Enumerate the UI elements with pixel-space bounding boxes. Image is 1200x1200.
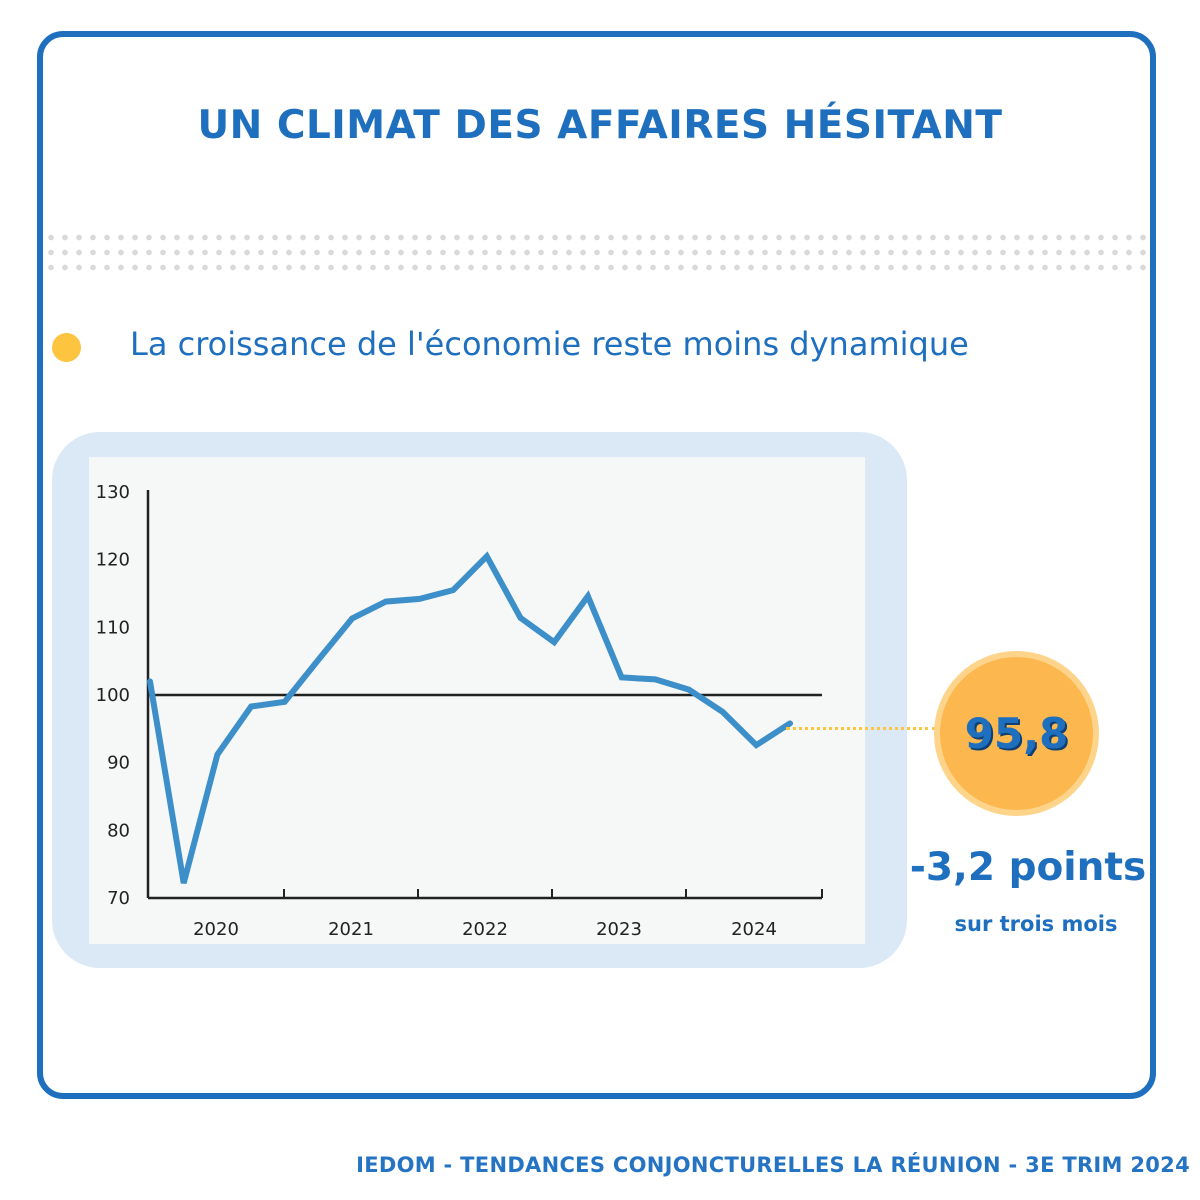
x-tick-label: 2024 [731, 919, 777, 940]
kpi-value: 95,8 [964, 709, 1069, 758]
x-tick-label: 2022 [462, 919, 508, 940]
chart-plot-background [89, 457, 865, 944]
value-connector-line [786, 727, 936, 730]
kpi-badge: 95,8 [934, 651, 1099, 816]
y-tick-label: 80 [107, 820, 130, 841]
footer-source: IEDOM - TENDANCES CONJONCTURELLES LA RÉU… [356, 1153, 1190, 1177]
business-climate-chart: 70 80 90 100 110 120 130 2020 2021 2022 2023 2024 [96, 482, 823, 940]
y-tick-label: 130 [96, 482, 130, 503]
y-tick-label: 70 [107, 888, 130, 909]
page-title: UN CLIMAT DES AFFAIRES HÉSITANT [197, 103, 1003, 148]
dotted-divider [44, 230, 1148, 272]
kpi-delta: -3,2 points [909, 845, 1147, 890]
y-tick-label: 100 [96, 685, 130, 706]
y-tick-label: 120 [96, 550, 130, 571]
x-tick-label: 2020 [193, 919, 239, 940]
y-tick-label: 90 [107, 753, 130, 774]
subtitle: La croissance de l'économie reste moins … [130, 325, 969, 363]
x-tick-label: 2023 [596, 919, 642, 940]
bullet-dot-icon [52, 333, 81, 362]
chart-card [52, 432, 907, 968]
y-tick-label: 110 [96, 617, 130, 638]
kpi-delta-note: sur trois mois [954, 912, 1118, 936]
x-tick-label: 2021 [328, 919, 374, 940]
card-frame [37, 31, 1156, 1099]
series-line [147, 551, 793, 884]
